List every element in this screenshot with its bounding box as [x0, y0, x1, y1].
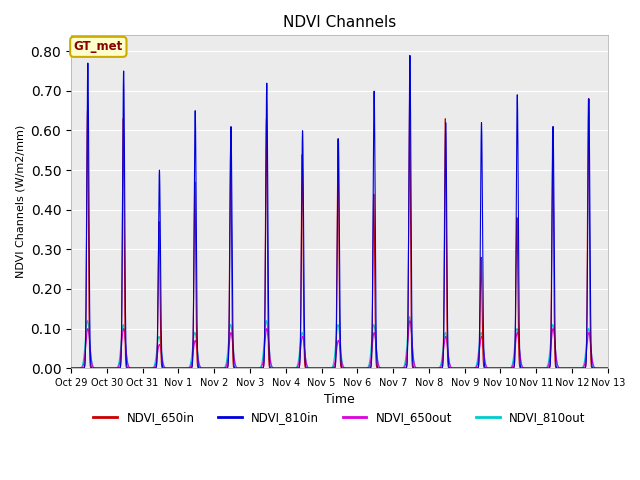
NDVI_650in — [552, 364, 559, 370]
Y-axis label: NDVI Channels (W/m2/mm): NDVI Channels (W/m2/mm) — [15, 125, 25, 278]
NDVI_650out — [575, 365, 583, 371]
NDVI_650in — [273, 365, 280, 371]
NDVI_810in — [575, 365, 583, 371]
NDVI_650out — [67, 365, 75, 371]
NDVI_650in — [554, 365, 562, 371]
Text: GT_met: GT_met — [74, 40, 123, 53]
NDVI_810in — [604, 365, 612, 371]
NDVI_650in — [67, 365, 75, 371]
NDVI_650in — [585, 96, 593, 102]
NDVI_650out — [403, 351, 411, 357]
NDVI_810out — [406, 314, 413, 320]
NDVI_650out — [604, 365, 612, 371]
NDVI_810in — [552, 360, 559, 365]
NDVI_810out — [273, 365, 280, 371]
NDVI_810in — [406, 53, 413, 59]
NDVI_650out — [273, 365, 280, 371]
NDVI_650out — [554, 364, 562, 370]
Legend: NDVI_650in, NDVI_810in, NDVI_650out, NDVI_810out: NDVI_650in, NDVI_810in, NDVI_650out, NDV… — [89, 407, 590, 429]
NDVI_650in — [604, 365, 612, 371]
Title: NDVI Channels: NDVI Channels — [283, 15, 396, 30]
NDVI_650in — [131, 365, 139, 371]
NDVI_810in — [554, 365, 562, 371]
NDVI_650out — [406, 318, 413, 324]
NDVI_810in — [67, 365, 75, 371]
NDVI_810out — [131, 365, 139, 371]
NDVI_650in — [575, 365, 583, 371]
NDVI_810out — [552, 350, 559, 356]
NDVI_810in — [273, 365, 280, 371]
Line: NDVI_650in: NDVI_650in — [71, 99, 608, 368]
NDVI_810in — [131, 365, 139, 371]
NDVI_810out — [604, 365, 612, 371]
NDVI_650out — [552, 350, 559, 356]
Line: NDVI_810out: NDVI_810out — [71, 317, 608, 368]
X-axis label: Time: Time — [324, 394, 355, 407]
NDVI_650out — [131, 365, 139, 371]
Line: NDVI_650out: NDVI_650out — [71, 321, 608, 368]
NDVI_810out — [67, 365, 75, 371]
NDVI_650in — [403, 362, 411, 368]
Line: NDVI_810in: NDVI_810in — [71, 56, 608, 368]
NDVI_810out — [554, 364, 562, 370]
NDVI_810out — [575, 365, 583, 371]
NDVI_810in — [403, 362, 411, 368]
NDVI_810out — [403, 341, 411, 347]
